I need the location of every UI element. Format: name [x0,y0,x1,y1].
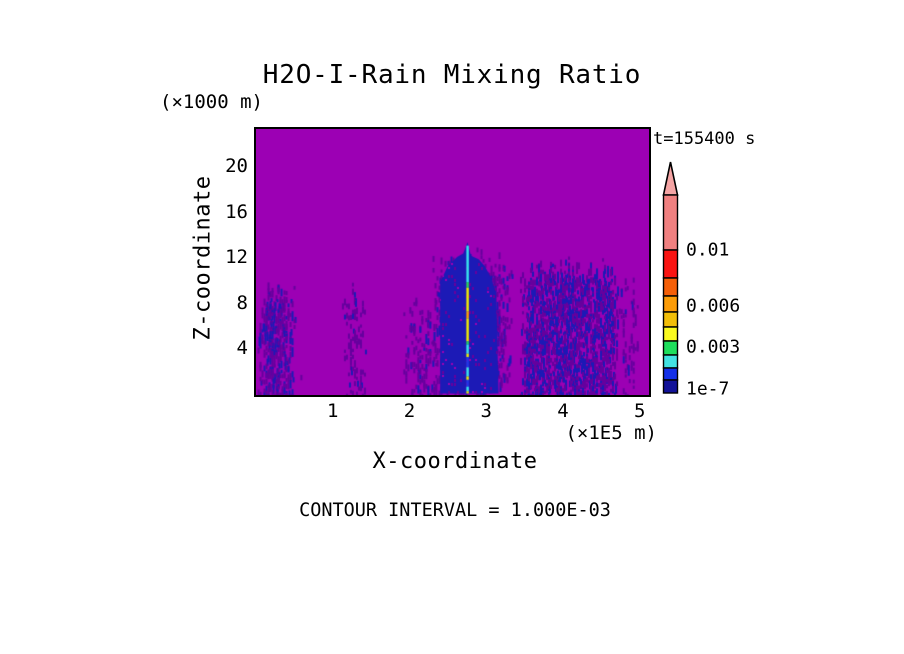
x-tick-label: 5 [634,400,646,422]
y-tick-label: 4 [236,337,248,359]
colorbar-segment [662,379,679,394]
colorbar-value-label: 1e-7 [686,378,730,400]
colorbar-segment [662,311,679,328]
colorbar-arrow-tip [662,161,679,196]
x-tick-label: 3 [480,400,492,422]
z-axis-units-label: (×1000 m) [160,91,263,113]
colorbar-value-label: 0.006 [686,295,741,317]
colorbar-svg [662,161,679,394]
colorbar-segment [662,367,679,381]
colorbar-segment [662,354,679,369]
mixing-ratio-field-canvas [256,129,649,395]
x-tick-label: 2 [403,400,416,422]
colorbar-segment [662,249,679,279]
plot-area [254,127,651,397]
contour-interval-note: CONTOUR INTERVAL = 1.000E-03 [299,500,611,521]
y-tick-label: 8 [236,291,248,314]
y-tick-label: 20 [225,155,248,177]
x-tick-label: 1 [327,400,339,422]
colorbar-segment [662,295,679,313]
colorbar-value-label: 0.01 [686,239,730,261]
plot-title: H2O-I-Rain Mixing Ratio [262,60,642,90]
colorbar-value-label: 0.003 [686,336,741,358]
x-axis-units-label: (×1E5 m) [565,422,657,444]
colorbar-segment [662,194,679,251]
colorbar [660,160,700,400]
x-axis-title: X-coordinate [372,449,538,474]
y-tick-label: 16 [225,200,248,223]
x-tick-label: 4 [557,400,569,422]
colorbar-segment [662,340,679,356]
colorbar-segment [662,277,679,297]
y-tick-label: 12 [225,246,248,268]
colorbar-segment [662,326,679,342]
time-annotation: t=155400 s [653,129,756,149]
